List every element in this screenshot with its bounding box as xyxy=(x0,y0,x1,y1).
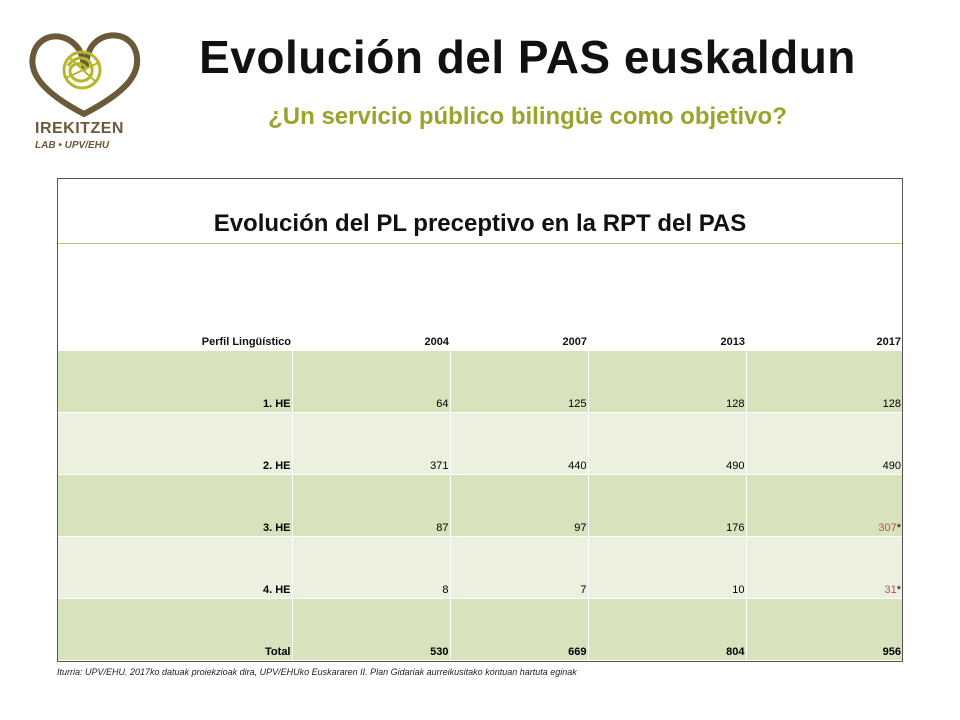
value-2017: 956 xyxy=(882,646,901,658)
cell-2007: 440 xyxy=(449,411,588,474)
cell-2013: 490 xyxy=(587,411,746,474)
cell-2007: 97 xyxy=(449,473,588,536)
page-subtitle: ¿Un servicio público bilingüe como objet… xyxy=(268,103,787,130)
row-label: 2. HE xyxy=(58,411,292,474)
footnote-mark: * xyxy=(896,583,901,596)
table-title: Evolución del PL preceptivo en la RPT de… xyxy=(58,179,902,244)
cell-2007: 125 xyxy=(449,349,588,412)
table-row: 1. HE 64 125 128 128 xyxy=(58,349,902,412)
logo-hearts-icon xyxy=(29,32,141,117)
table-header-row: Perfil Lingüístico 2004 2007 2013 2017 xyxy=(58,244,902,350)
column-header: 2004 xyxy=(292,244,450,350)
column-header: 2013 xyxy=(588,244,746,350)
cell-2017: 307* xyxy=(745,473,902,536)
row-label: 3. HE xyxy=(58,473,292,536)
cell-2013: 804 xyxy=(587,597,746,660)
source-note: Iturria: UPV/EHU. 2017ko datuak proiekzi… xyxy=(57,667,577,677)
cell-2004: 87 xyxy=(291,473,450,536)
irekitzen-logo xyxy=(22,22,152,154)
value-2017-highlight: 31 xyxy=(884,583,897,596)
row-label: 1. HE xyxy=(58,349,292,412)
value-2017: 490 xyxy=(882,459,901,472)
table-row: 2. HE 371 440 490 490 xyxy=(58,411,902,474)
row-label: 4. HE xyxy=(58,535,292,598)
cell-2017: 31* xyxy=(745,535,902,598)
value-2017-highlight: 307 xyxy=(878,521,897,534)
cell-2013: 128 xyxy=(587,349,746,412)
cell-2004: 530 xyxy=(291,597,450,660)
footnote-mark: * xyxy=(896,521,901,534)
cell-2013: 176 xyxy=(587,473,746,536)
value-2017: 128 xyxy=(882,397,901,410)
cell-2007: 7 xyxy=(449,535,588,598)
column-header: 2017 xyxy=(746,244,902,350)
pl-table-container: Evolución del PL preceptivo en la RPT de… xyxy=(57,178,903,662)
cell-2013: 10 xyxy=(587,535,746,598)
cell-2007: 669 xyxy=(449,597,588,660)
cell-2004: 371 xyxy=(291,411,450,474)
table-total-row: Total 530 669 804 956 xyxy=(58,597,902,660)
page-title: Evolución del PAS euskaldun xyxy=(199,31,856,83)
cell-2004: 8 xyxy=(291,535,450,598)
cell-2017: 956 xyxy=(745,597,902,660)
row-label: Total xyxy=(58,597,292,660)
pl-table: Perfil Lingüístico 2004 2007 2013 2017 1… xyxy=(58,244,902,660)
cell-2017: 128 xyxy=(745,349,902,412)
cell-2004: 64 xyxy=(291,349,450,412)
column-header: Perfil Lingüístico xyxy=(58,244,292,350)
logo-subtext: LAB • UPV/EHU xyxy=(35,140,110,151)
cell-2017: 490 xyxy=(745,411,902,474)
table-row: 3. HE 87 97 176 307* xyxy=(58,473,902,536)
table-row: 4. HE 8 7 10 31* xyxy=(58,535,902,598)
column-header: 2007 xyxy=(450,244,588,350)
logo-name: IREKITZEN xyxy=(35,120,124,137)
